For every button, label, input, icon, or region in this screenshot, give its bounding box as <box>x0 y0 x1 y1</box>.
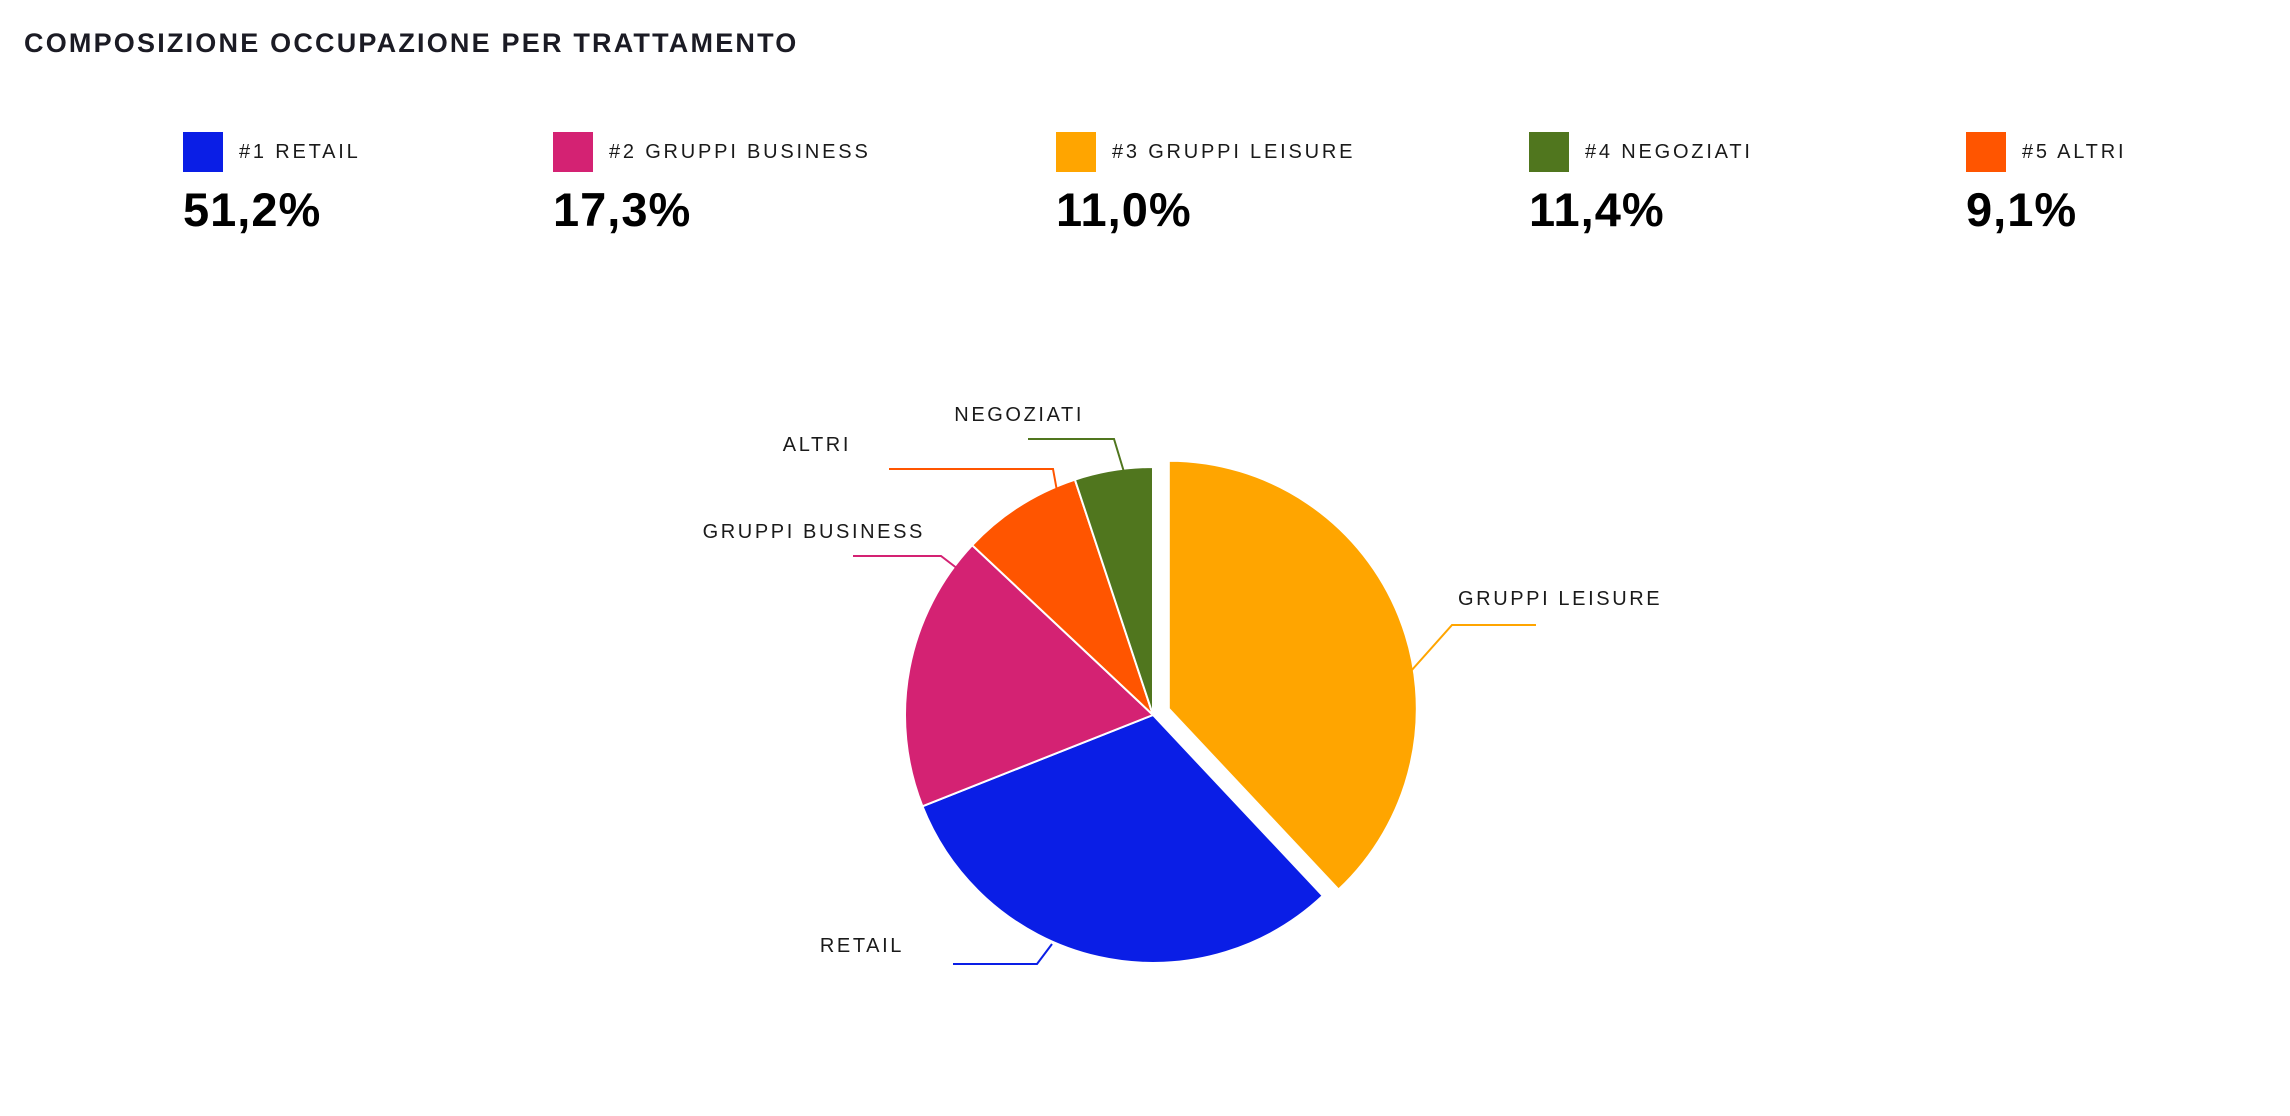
legend-label-gruppi-business: #2 GRUPPI BUSINESS <box>609 140 871 163</box>
legend-label-negoziati: #4 NEGOZIATI <box>1585 140 1753 163</box>
slice-label-gruppi-leisure: GRUPPI LEISURE <box>1458 588 1662 610</box>
legend-value-retail: 51,2% <box>183 183 322 236</box>
legend-swatch-gruppi-business <box>553 132 593 172</box>
legend-item-negoziati: #4 NEGOZIATI 11,4% <box>1529 132 1753 233</box>
chart-title: COMPOSIZIONE OCCUPAZIONE PER TRATTAMENTO <box>24 28 799 58</box>
legend-label-gruppi-leisure: #3 GRUPPI LEISURE <box>1112 140 1356 163</box>
legend-swatch-altri <box>1966 132 2006 172</box>
pie-slice-gruppi-leisure <box>1167 459 1418 891</box>
legend-swatch-retail <box>183 132 223 172</box>
legend-label-retail: #1 RETAIL <box>239 140 361 163</box>
pie-slice-gruppi-business <box>904 543 1155 808</box>
leader-line-altri <box>889 468 1058 492</box>
legend-item-altri: #5 ALTRI 9,1% <box>1966 132 2126 233</box>
legend-item-retail: #1 RETAIL 51,2% <box>183 132 361 233</box>
slice-label-gruppi-business: GRUPPI BUSINESS <box>703 521 925 543</box>
pie-slice-retail <box>921 713 1325 964</box>
leader-line-gruppi-leisure <box>1410 624 1536 672</box>
legend-swatch-negoziati <box>1529 132 1569 172</box>
leader-line-negoziati <box>1028 438 1125 473</box>
pie-slice-negoziati <box>1073 465 1154 716</box>
slice-label-negoziati: NEGOZIATI <box>954 404 1084 426</box>
legend-label-altri: #5 ALTRI <box>2022 140 2127 163</box>
legend-value-gruppi-business: 17,3% <box>553 183 692 236</box>
legend-item-gruppi-leisure: #3 GRUPPI LEISURE 11,0% <box>1056 132 1355 233</box>
leader-line-retail <box>953 943 1053 965</box>
slice-label-altri: ALTRI <box>783 434 851 456</box>
leader-line-gruppi-business <box>853 555 959 570</box>
legend-value-altri: 9,1% <box>1966 183 2078 236</box>
legend-item-gruppi-business: #2 GRUPPI BUSINESS 17,3% <box>553 132 871 233</box>
legend-value-negoziati: 11,4% <box>1529 183 1665 236</box>
legend-value-gruppi-leisure: 11,0% <box>1056 183 1192 236</box>
pie-slice-altri <box>970 478 1154 716</box>
slice-label-retail: RETAIL <box>820 935 904 957</box>
legend-swatch-gruppi-leisure <box>1056 132 1096 172</box>
